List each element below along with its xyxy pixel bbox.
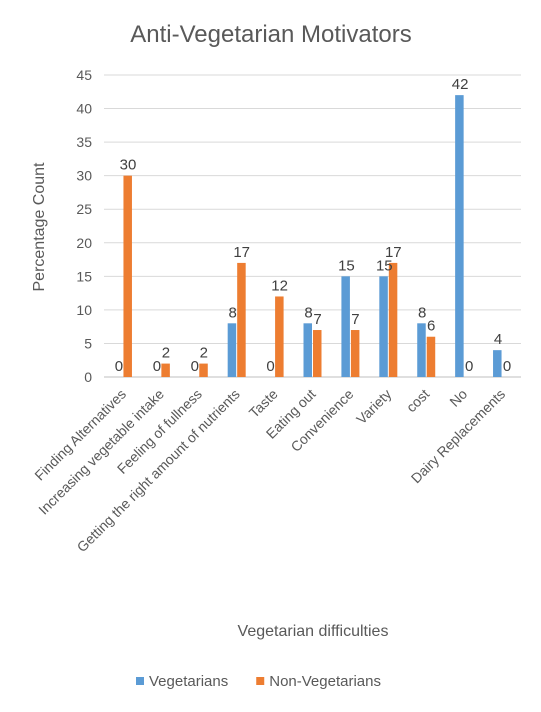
- legend-swatch: [136, 677, 144, 685]
- x-tick-label: Variety: [353, 386, 394, 427]
- data-label: 4: [494, 331, 502, 348]
- x-axis-title: Vegetarian difficulties: [238, 623, 389, 640]
- bar: [199, 363, 208, 377]
- data-label: 17: [233, 244, 250, 261]
- bar: [379, 276, 388, 377]
- data-label: 0: [153, 358, 161, 375]
- data-label: 0: [503, 358, 511, 375]
- bars: [123, 95, 502, 377]
- x-tick-label: cost: [403, 386, 433, 416]
- data-label: 12: [271, 277, 288, 294]
- bar: [227, 323, 237, 377]
- data-label: 0: [465, 358, 473, 375]
- bar: [275, 296, 284, 377]
- legend-label: Vegetarians: [149, 673, 228, 690]
- bar: [123, 175, 132, 377]
- data-label: 7: [351, 311, 359, 328]
- data-label: 7: [313, 311, 321, 328]
- y-tick-label: 30: [76, 168, 92, 184]
- y-axis-ticks: 0 5 10 15 20 25 30 35 40 45: [76, 67, 92, 385]
- y-tick-label: 5: [84, 335, 92, 351]
- data-label: 8: [229, 304, 237, 321]
- data-label: 17: [385, 244, 402, 261]
- data-label: 0: [115, 358, 123, 375]
- data-label: 42: [452, 76, 469, 93]
- data-label: 15: [338, 257, 355, 274]
- y-tick-label: 35: [76, 134, 92, 150]
- bar: [350, 330, 360, 377]
- y-tick-label: 20: [76, 235, 92, 251]
- data-label: 0: [266, 358, 274, 375]
- data-label: 8: [418, 304, 426, 321]
- bar: [341, 276, 350, 377]
- legend-swatch: [256, 677, 265, 685]
- data-label: 30: [120, 157, 137, 174]
- legend-label: Non-Vegetarians: [269, 673, 381, 690]
- bar: [237, 262, 246, 377]
- gridlines: [104, 74, 521, 378]
- chart-title: Anti-Vegetarian Motivators: [130, 21, 411, 48]
- data-label: 0: [191, 358, 199, 375]
- bar: [313, 330, 322, 377]
- data-label: 15: [376, 257, 393, 274]
- bar: [417, 323, 426, 377]
- bar: [455, 95, 464, 377]
- x-tick-label: No: [446, 386, 470, 410]
- y-tick-label: 25: [76, 201, 92, 217]
- bar: [388, 262, 398, 377]
- bar: [493, 350, 502, 377]
- x-tick-label: Taste: [246, 386, 281, 421]
- y-tick-label: 0: [84, 369, 92, 385]
- bar: [303, 323, 312, 377]
- legend: Vegetarians Non-Vegetarians: [136, 673, 381, 690]
- y-tick-label: 45: [76, 67, 92, 83]
- bar: [426, 336, 436, 377]
- data-label: 6: [427, 318, 435, 335]
- bar: [161, 363, 170, 377]
- data-label: 8: [304, 304, 312, 321]
- y-tick-label: 40: [76, 101, 92, 117]
- data-label: 2: [162, 345, 170, 362]
- data-label: 2: [200, 345, 208, 362]
- y-tick-label: 15: [76, 268, 92, 284]
- y-tick-label: 10: [76, 302, 92, 318]
- y-axis-title: Percentage Count: [31, 162, 48, 292]
